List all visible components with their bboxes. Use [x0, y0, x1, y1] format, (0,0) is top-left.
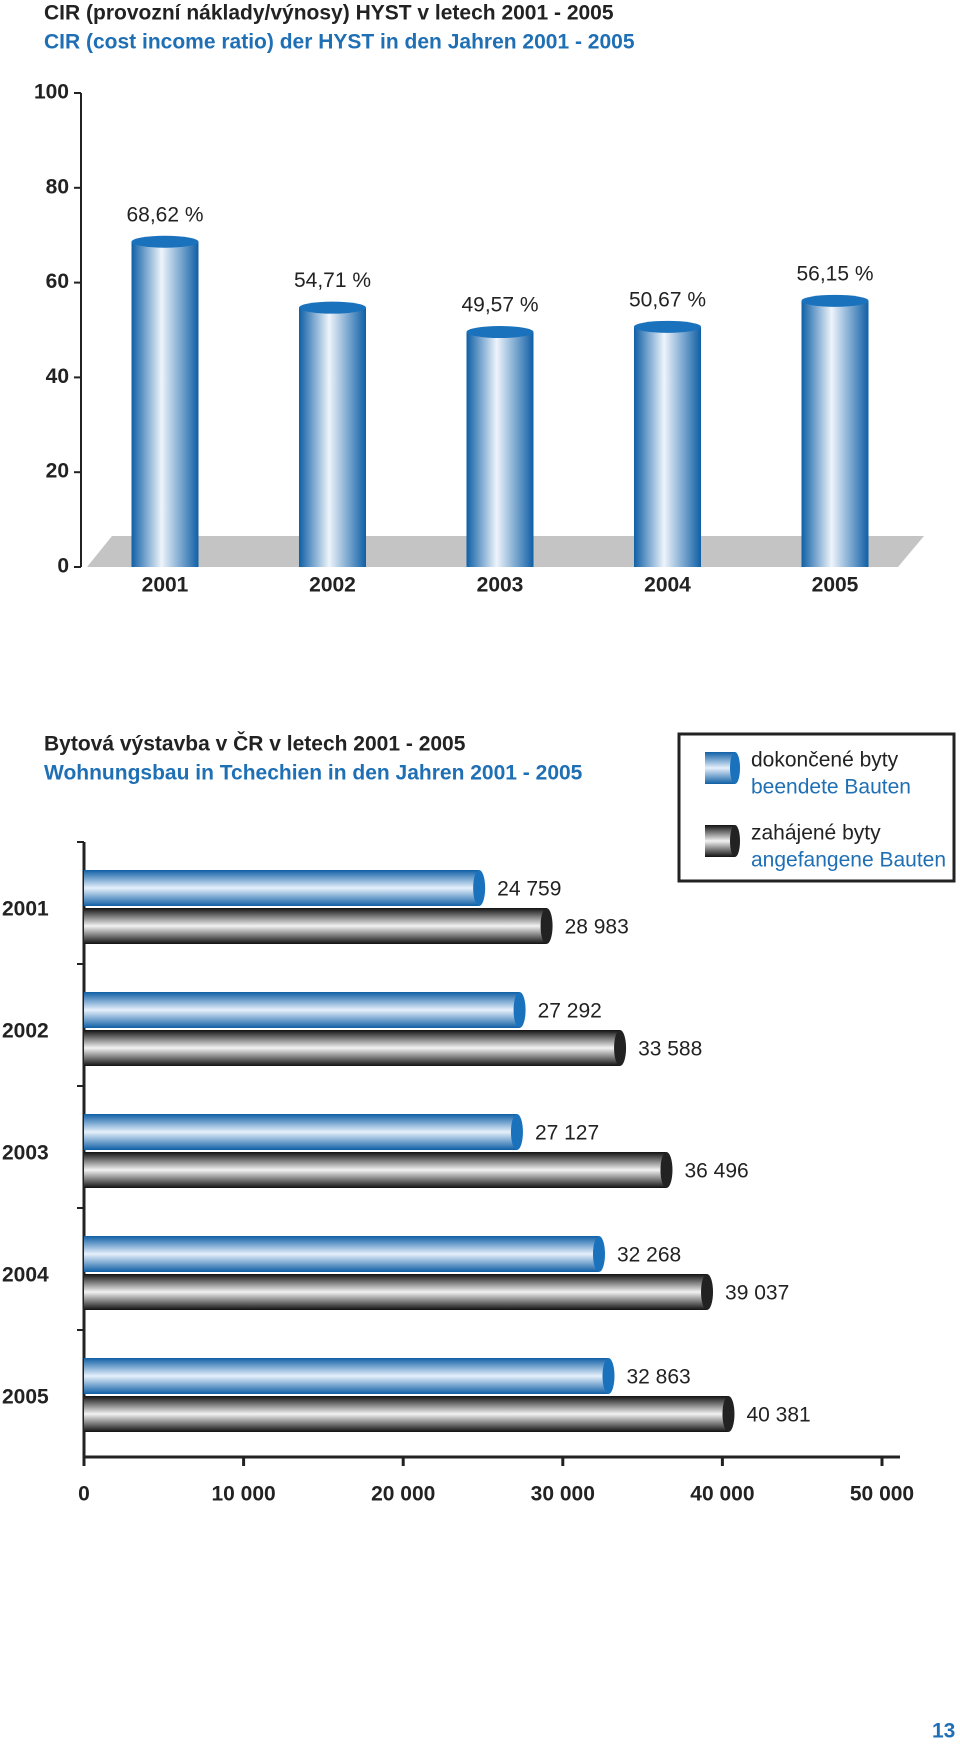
bar-cap	[602, 1358, 615, 1394]
value-label: 39 037	[725, 1282, 789, 1305]
y-tick-label: 2003	[2, 1142, 49, 1165]
bar-cap	[299, 301, 366, 314]
legend-label: beendete Bauten	[751, 776, 911, 799]
chart-title: CIR (provozní náklady/výnosy) HYST v let…	[44, 2, 614, 25]
bar-cap	[592, 1236, 605, 1272]
bar	[466, 332, 534, 567]
y-tick-label: 80	[46, 175, 69, 198]
x-tick-label: 2005	[812, 574, 859, 597]
bar	[84, 1396, 729, 1432]
y-tick-label: 2004	[2, 1264, 49, 1287]
bar	[131, 241, 199, 567]
y-tick-label: 40	[46, 365, 69, 388]
bar	[84, 1236, 599, 1272]
y-tick-label: 20	[46, 460, 69, 483]
page-number: 13	[932, 1720, 955, 1743]
bar	[801, 300, 869, 567]
bar-cap	[466, 326, 534, 339]
bar	[84, 1358, 609, 1394]
y-tick-label: 0	[57, 555, 69, 578]
x-tick-label: 2002	[309, 574, 356, 597]
y-tick-label: 2001	[2, 898, 49, 921]
bar	[634, 326, 701, 567]
bar-cap	[131, 235, 199, 248]
legend-cap	[730, 825, 740, 857]
x-tick-label: 50 000	[850, 1483, 914, 1506]
value-label: 40 381	[746, 1404, 810, 1427]
x-tick-label: 20 000	[371, 1483, 435, 1506]
bar-cap	[634, 320, 701, 333]
value-label: 24 759	[497, 878, 561, 901]
legend-label: angefangene Bauten	[751, 849, 946, 872]
bar-cap	[513, 992, 526, 1028]
bar	[84, 1030, 621, 1066]
y-tick-label: 2002	[2, 1020, 49, 1043]
x-tick-label: 2001	[142, 574, 189, 597]
value-label: 68,62 %	[126, 203, 203, 226]
bar-cap	[722, 1396, 735, 1432]
bar	[84, 992, 520, 1028]
chart-subtitle: CIR (cost income ratio) der HYST in den …	[44, 31, 635, 54]
value-label: 32 863	[626, 1366, 690, 1389]
value-label: 54,71 %	[294, 269, 371, 292]
chart-title: Bytová výstavba v ČR v letech 2001 - 200…	[44, 732, 466, 756]
value-label: 50,67 %	[629, 288, 706, 311]
x-tick-label: 2004	[644, 574, 691, 597]
legend-label: zahájené byty	[751, 822, 881, 845]
bar	[84, 1152, 667, 1188]
value-label: 36 496	[684, 1160, 748, 1183]
bar-cap	[473, 870, 486, 906]
x-tick-label: 2003	[477, 574, 524, 597]
x-tick-label: 30 000	[531, 1483, 595, 1506]
value-label: 27 127	[535, 1122, 599, 1145]
bar	[299, 307, 366, 567]
value-label: 28 983	[565, 916, 629, 939]
bar	[84, 1114, 517, 1150]
y-tick-label: 100	[34, 81, 69, 104]
bar-cap	[614, 1030, 627, 1066]
legend-box	[677, 732, 956, 883]
bar-cap	[540, 908, 553, 944]
bar	[84, 1274, 708, 1310]
value-label: 49,57 %	[461, 294, 538, 317]
bar-cap	[660, 1152, 673, 1188]
x-tick-label: 10 000	[211, 1483, 275, 1506]
x-tick-label: 0	[78, 1483, 90, 1506]
legend-cap	[730, 752, 740, 784]
value-label: 56,15 %	[796, 262, 873, 285]
bar-cap	[801, 294, 869, 307]
value-label: 27 292	[538, 1000, 602, 1023]
bar-cap	[701, 1274, 714, 1310]
y-tick-label: 2005	[2, 1386, 49, 1409]
value-label: 33 588	[638, 1038, 702, 1061]
y-tick-label: 60	[46, 270, 69, 293]
x-tick-label: 40 000	[690, 1483, 754, 1506]
bar-cap	[510, 1114, 523, 1150]
bar	[84, 870, 480, 906]
value-label: 32 268	[617, 1244, 681, 1267]
chart-subtitle: Wohnungsbau in Tchechien in den Jahren 2…	[44, 762, 583, 785]
bar	[84, 908, 547, 944]
legend-label: dokončené byty	[751, 749, 899, 772]
